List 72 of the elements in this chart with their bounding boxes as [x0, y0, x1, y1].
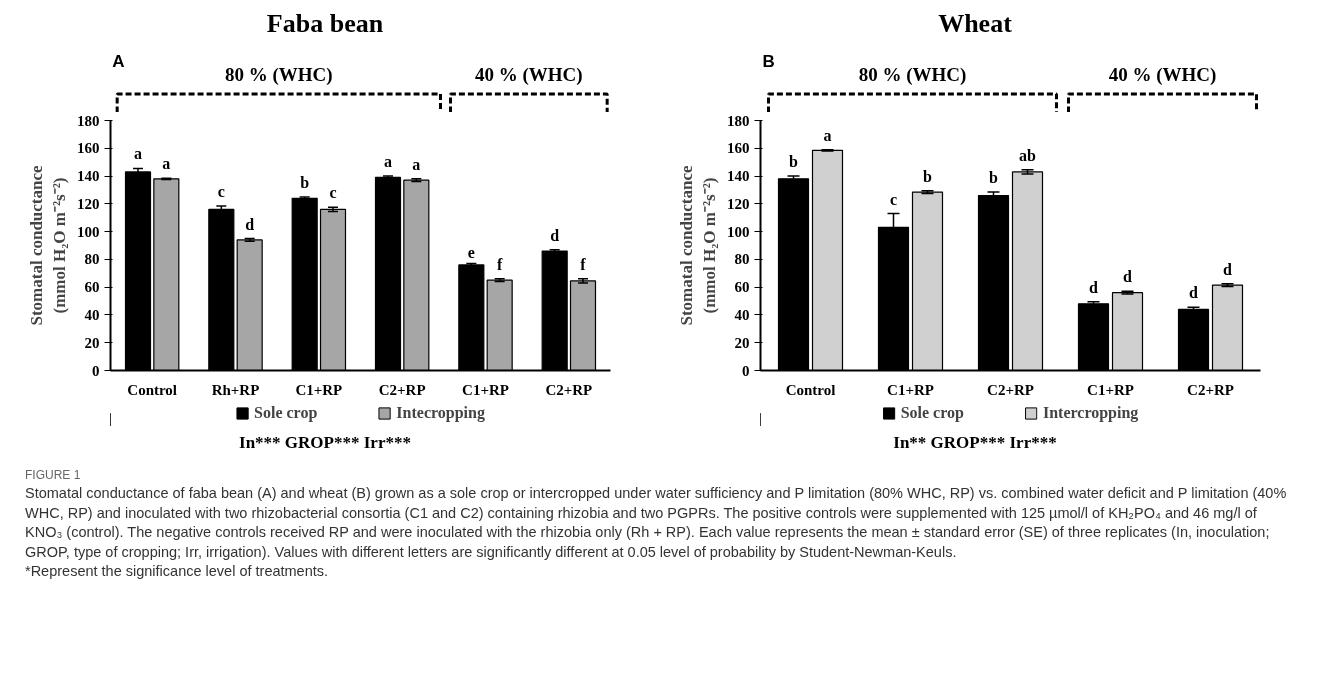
- data-label: b: [789, 153, 799, 171]
- y-tick-label: 0: [92, 362, 100, 379]
- text: B: [762, 51, 775, 71]
- y-axis-title: Stomatal conductance (mmol H₂O m⁻²s⁻²): [677, 165, 719, 326]
- data-label: d: [245, 215, 255, 233]
- data-label: d: [1123, 268, 1133, 286]
- text: 80 % (WHC): [225, 63, 333, 86]
- y-tick-label: 20: [734, 334, 750, 351]
- x-tick-label: Control: [785, 381, 836, 398]
- data-label: d: [550, 226, 560, 244]
- y-tick-label: 180: [77, 112, 100, 129]
- y-tick-label: 100: [727, 223, 750, 240]
- y-tick-label: 160: [77, 140, 100, 157]
- y-tick-label: 160: [727, 140, 750, 157]
- data-label: c: [329, 184, 337, 202]
- data-label: ab: [1019, 146, 1037, 164]
- y-tick-label: 140: [727, 168, 750, 185]
- data-label: d: [1089, 278, 1099, 296]
- data-label: b: [989, 169, 999, 187]
- legend-label: Sole crop: [254, 404, 318, 422]
- y-tick-label: 80: [734, 251, 750, 268]
- data-label: d: [1189, 284, 1199, 302]
- data-label: e: [467, 243, 475, 261]
- y-tick-label: 120: [77, 195, 100, 212]
- data-label: b: [300, 173, 310, 191]
- text: 40 % (WHC): [1108, 63, 1217, 86]
- legend-label: Intecropping: [396, 404, 485, 422]
- text: In*** GROP*** Irr***: [238, 432, 412, 454]
- y-tick-label: 40: [84, 306, 100, 323]
- data-label: a: [823, 126, 832, 144]
- data-label: a: [134, 145, 142, 163]
- y-tick-label: 20: [84, 334, 100, 351]
- chart-title: Wheat: [937, 8, 1013, 40]
- caption: FIGURE 1: [25, 467, 82, 484]
- data-label: f: [580, 255, 587, 273]
- chart-title: Faba bean: [265, 8, 385, 40]
- text: *Represent the significance level of treatments.: [25, 562, 330, 582]
- text: Stomatal conductance of faba bean (A) and wheat (B) grown as a sole crop or intercropped under water sufficiency and P limitation (80% WHC, RP) vs. combined water deficit and P limitation (40% WHC, RP) and inoculated with two rhizobacterial consortia (C1 and C2) containing rhizobia and two PGPRs. The positive controls were supplemented with 125 µmol/l of KH₂PO₄ and 46 mg/l of KNO₃ (control). The negative controls received RP and were inoculated with the rhizobia only (Rh + RP). Each value represents the mean ± standard error (SE) of three replicates (In, inoculation; GROP, type of cropping; Irr, irrigation). Values with different letters are significantly different at 0.05 level of probability by Student-Newman-Keuls.: [25, 484, 1288, 562]
- legend-label: Sole crop: [900, 404, 964, 422]
- data-label: a: [412, 155, 421, 173]
- x-tick-label: C2+RP: [545, 381, 593, 398]
- data-label: a: [162, 155, 171, 173]
- x-tick-label: C1+RP: [1087, 381, 1134, 398]
- y-tick-label: 140: [77, 168, 100, 185]
- y-tick-label: 120: [727, 195, 750, 212]
- y-tick-label: 80: [84, 251, 100, 268]
- y-axis-title: Stomatal conductance (mmol H₂O m⁻²s⁻²): [27, 165, 69, 326]
- legend-label: Intercropping: [1042, 404, 1139, 422]
- y-tick-label: 0: [742, 362, 750, 379]
- x-tick-label: C2+RP: [1187, 381, 1234, 398]
- x-tick-label: C2+RP: [378, 381, 426, 398]
- y-tick-label: 180: [727, 112, 750, 129]
- text: 80 % (WHC): [858, 63, 967, 86]
- x-tick-label: Control: [127, 381, 178, 398]
- data-label: b: [923, 167, 933, 185]
- y-tick-label: 40: [734, 306, 750, 323]
- y-tick-label: 60: [84, 279, 100, 296]
- x-tick-label: C2+RP: [987, 381, 1034, 398]
- text: 40 % (WHC): [475, 63, 583, 86]
- x-tick-label: C1+RP: [295, 381, 343, 398]
- data-label: f: [497, 255, 503, 273]
- text: In** GROP*** Irr***: [892, 432, 1058, 454]
- x-tick-label: C1+RP: [887, 381, 934, 398]
- x-tick-label: Rh+RP: [211, 381, 260, 398]
- text: A: [112, 51, 125, 71]
- data-label: a: [384, 153, 392, 171]
- y-tick-label: 100: [77, 223, 100, 240]
- y-tick-label: 60: [734, 279, 750, 296]
- data-label: d: [1223, 260, 1233, 278]
- data-label: c: [217, 182, 225, 200]
- x-tick-label: C1+RP: [462, 381, 509, 398]
- data-label: c: [889, 190, 898, 208]
